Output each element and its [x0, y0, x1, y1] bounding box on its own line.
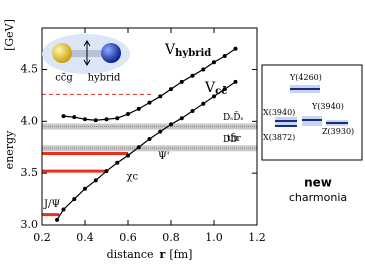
new-states-panel: Y(4260) X(3940) Y(3940) X(3872) Z(3930) — [261, 64, 363, 161]
curve-label-sub: hybrid — [175, 48, 211, 59]
x-axis-label-unit: [fm] — [169, 248, 192, 261]
curve-label: Vcc̄ — [204, 80, 227, 97]
curve-label: Vhybrid — [164, 42, 211, 59]
x-tick-label: 1.0 — [205, 231, 223, 244]
lattice-point — [61, 114, 66, 119]
x-axis-label-text: distance — [107, 248, 154, 261]
panel-frame — [261, 64, 363, 161]
x-axis-label: distance r [fm] — [107, 248, 193, 261]
lattice-point — [179, 79, 184, 84]
y-tick-label: 3.0 — [21, 218, 39, 231]
lattice-point — [201, 101, 206, 106]
lattice-point — [222, 87, 227, 92]
threshold-band — [42, 145, 257, 152]
quark — [52, 43, 72, 63]
lattice-point — [93, 118, 98, 123]
lattice-point — [233, 46, 238, 51]
inset: cc̄g hybrid — [42, 34, 130, 84]
lattice-point — [136, 106, 141, 111]
lattice-point — [147, 136, 152, 141]
lattice-point — [83, 117, 87, 122]
state-label: Y(4260) — [289, 73, 322, 82]
lattice-point — [83, 186, 87, 191]
y-axis-label: energy — [3, 130, 16, 169]
threshold-label: DₛD̄ₛ — [223, 111, 244, 123]
lattice-point — [190, 108, 195, 113]
inset-label: hybrid — [88, 73, 121, 84]
y-tick-label: 3.5 — [21, 166, 39, 179]
y-tick-label: 4.0 — [21, 114, 39, 127]
y-tick-label: 4.5 — [21, 62, 39, 75]
lattice-point — [93, 178, 98, 183]
lattice-point — [233, 79, 238, 84]
lattice-point — [61, 207, 66, 212]
y-axis-unit: [GeV] — [3, 19, 16, 51]
curve-label-sub: cc̄ — [215, 86, 227, 97]
antiquark — [101, 43, 121, 63]
level-label: Ψ' — [158, 151, 170, 162]
panel-title: new — [304, 176, 332, 190]
curve-label-symbol: V — [164, 42, 176, 58]
threshold-label: DD̄ — [223, 133, 237, 145]
x-axis-label-symbol: r — [160, 248, 166, 261]
lattice-point — [72, 197, 77, 202]
potential-curve — [56, 81, 236, 221]
threshold-band — [42, 123, 257, 130]
x-tick-label: 0.8 — [162, 231, 180, 244]
lattice-point — [126, 112, 130, 117]
lattice-point — [104, 117, 109, 122]
lattice-point — [104, 169, 109, 174]
state-label: Y(3940) — [311, 102, 344, 111]
x-tick-label: 0.6 — [119, 231, 137, 244]
state-label: X(3872) — [263, 133, 295, 142]
lattice-point — [169, 122, 173, 127]
plot-frame — [41, 27, 258, 226]
lattice-point — [158, 94, 163, 99]
lattice-point — [147, 100, 152, 105]
panel-subtitle: charmonia — [289, 191, 347, 204]
lattice-point — [222, 53, 227, 58]
arrow-heads — [83, 40, 91, 66]
lattice-point — [72, 115, 77, 120]
x-tick-label: 1.2 — [248, 231, 266, 244]
lattice-point — [136, 145, 141, 150]
lattice-point — [212, 94, 216, 99]
state-label: Z(3930) — [322, 127, 354, 136]
lattice-point — [190, 73, 195, 78]
lattice-point — [212, 60, 216, 65]
state-label: X(3940) — [263, 108, 295, 117]
lattice-point — [158, 129, 163, 134]
x-tick-label: 0.2 — [33, 231, 51, 244]
inset-label: cc̄g — [55, 73, 73, 84]
lattice-point — [115, 160, 120, 165]
level-label: J/Ψ — [43, 199, 60, 210]
lattice-point — [169, 87, 173, 92]
curve-label-symbol: V — [204, 80, 216, 96]
x-tick-label: 0.4 — [76, 231, 94, 244]
lattice-point — [115, 116, 120, 121]
lattice-point — [55, 217, 60, 222]
lattice-point — [126, 153, 130, 158]
lattice-point — [201, 67, 206, 72]
threshold-note: thr — [227, 134, 241, 144]
level-label: χc — [127, 172, 139, 183]
lattice-point — [179, 116, 184, 121]
